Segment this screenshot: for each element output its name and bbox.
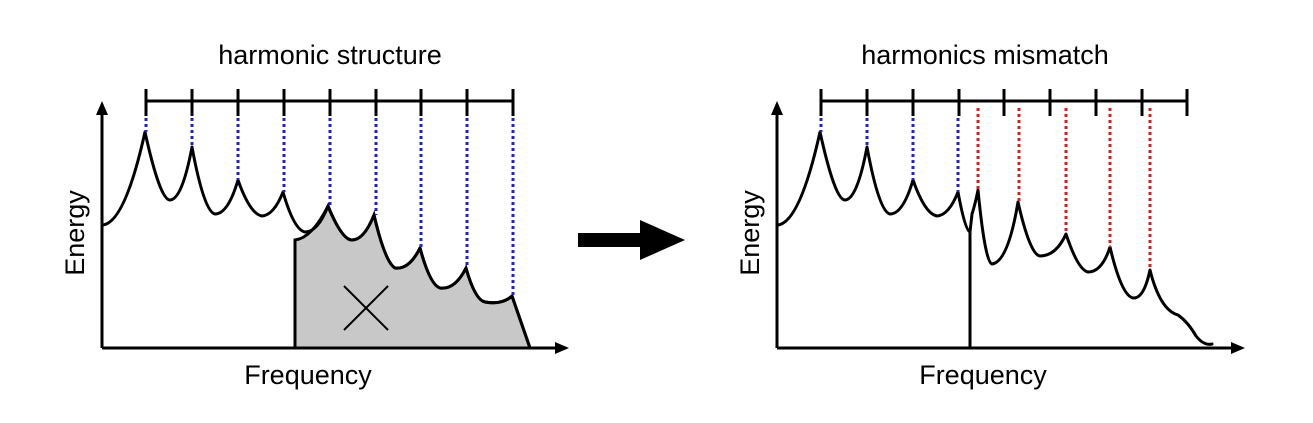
left-spectrum-curve (101, 130, 532, 350)
left-harmonic-markers (144, 118, 515, 296)
right-mismatched-markers (976, 108, 1152, 270)
arrow-right-icon (578, 220, 685, 260)
masked-region (293, 202, 533, 350)
cross-mark-icon (343, 285, 389, 331)
left-x-axis-label: Frequency (244, 360, 372, 390)
right-panel: harmonics mismatch (735, 40, 1245, 390)
left-panel: harmonic structure (60, 40, 569, 390)
right-x-axis-label: Frequency (919, 360, 1047, 390)
right-matched-markers (819, 118, 960, 192)
right-y-axis-label: Energy (735, 190, 765, 276)
right-spectrum-curve (776, 130, 1214, 346)
left-y-axis-label: Energy (60, 190, 90, 276)
left-panel-title: harmonic structure (218, 40, 442, 70)
right-harmonic-ruler (819, 89, 1189, 116)
left-harmonic-ruler (144, 89, 515, 116)
right-panel-title: harmonics mismatch (861, 40, 1109, 70)
